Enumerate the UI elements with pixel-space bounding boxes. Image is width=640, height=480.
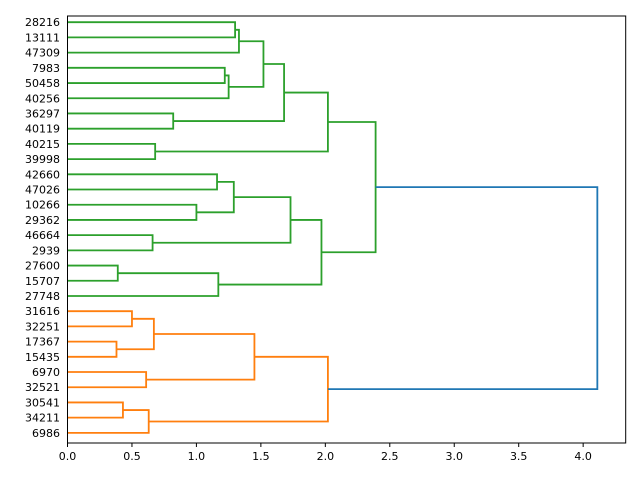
leaf-label: 42660 [25,168,60,181]
dendrogram-link [67,272,220,297]
leaf-label: 28216 [25,16,60,29]
dendrogram-link [67,264,119,282]
dendrogram-link [148,355,329,423]
leaf-label: 40119 [25,123,60,136]
leaf-label: 32251 [25,320,60,333]
dendrogram-link [67,409,150,434]
leaf-label: 7983 [32,62,60,75]
leaf-label: 13111 [25,31,60,44]
dendrogram-link [196,181,235,214]
leaf-label: 40215 [25,138,60,151]
dendrogram-link [67,173,218,191]
leaf-label: 46664 [25,229,60,242]
dendrogram-link [67,112,175,130]
leaf-label: 29362 [25,214,60,227]
dendrogram-link [155,91,329,153]
dendrogram-link [67,310,133,328]
dendrogram-link [152,196,292,244]
x-tick-label: 0.5 [123,450,141,463]
dendrogram-link [67,66,226,84]
x-tick-label: 3.5 [510,450,528,463]
leaf-label: 17367 [25,336,60,349]
dendrogram-link [67,234,154,252]
x-tick-label: 0.0 [59,450,77,463]
dendrogram-link [67,21,236,39]
dendrogram-link [228,40,265,88]
dendrogram-link [67,74,230,100]
dendrogram-link [116,317,155,351]
leaf-label: 15707 [25,275,60,288]
leaf-label: 27748 [25,290,60,303]
dendrogram-link [327,186,599,391]
x-tick-label: 2.0 [317,450,335,463]
leaf-label: 27600 [25,260,60,273]
leaf-labels: 28216 13111 47309 7983 50458 40256 36297 40119 4… [25,16,60,440]
leaf-label: 50458 [25,77,60,90]
leaf-label: 47026 [25,184,60,197]
dendrogram-link [67,371,148,389]
dendrogram-link [67,28,240,54]
leaf-label: 47309 [25,47,60,60]
x-tick-label: 4.0 [574,450,592,463]
dendrogram-link [67,203,198,221]
dendrogram-link [67,401,124,419]
dendrogram-link [173,63,285,122]
leaf-label: 34211 [25,412,60,425]
x-tick-label: 3.0 [445,450,463,463]
leaf-label: 10266 [25,199,60,212]
leaf-label: 15435 [25,351,60,364]
x-axis-ticks: 0.0 0.5 1.0 1.5 2.0 2.5 3.0 3.5 4.0 [59,443,592,463]
dendrogram-link [67,340,118,358]
dendrogram-link [146,333,256,381]
leaf-label: 32521 [25,381,60,394]
leaf-label: 39998 [25,153,60,166]
x-tick-label: 2.5 [381,450,399,463]
dendrogram-links [67,21,599,434]
dendrogram-link [218,219,323,286]
leaf-label: 30541 [25,396,60,409]
leaf-label: 6986 [32,427,60,440]
dendrogram-link [321,121,377,254]
leaf-label: 36297 [25,107,60,120]
leaf-label: 40256 [25,92,60,105]
x-tick-label: 1.5 [252,450,270,463]
leaf-label: 2939 [32,244,60,257]
dendrogram-link [67,142,157,160]
leaf-label: 6970 [32,366,60,379]
leaf-label: 31616 [25,305,60,318]
x-tick-label: 1.0 [188,450,206,463]
plot-frame [67,15,627,444]
